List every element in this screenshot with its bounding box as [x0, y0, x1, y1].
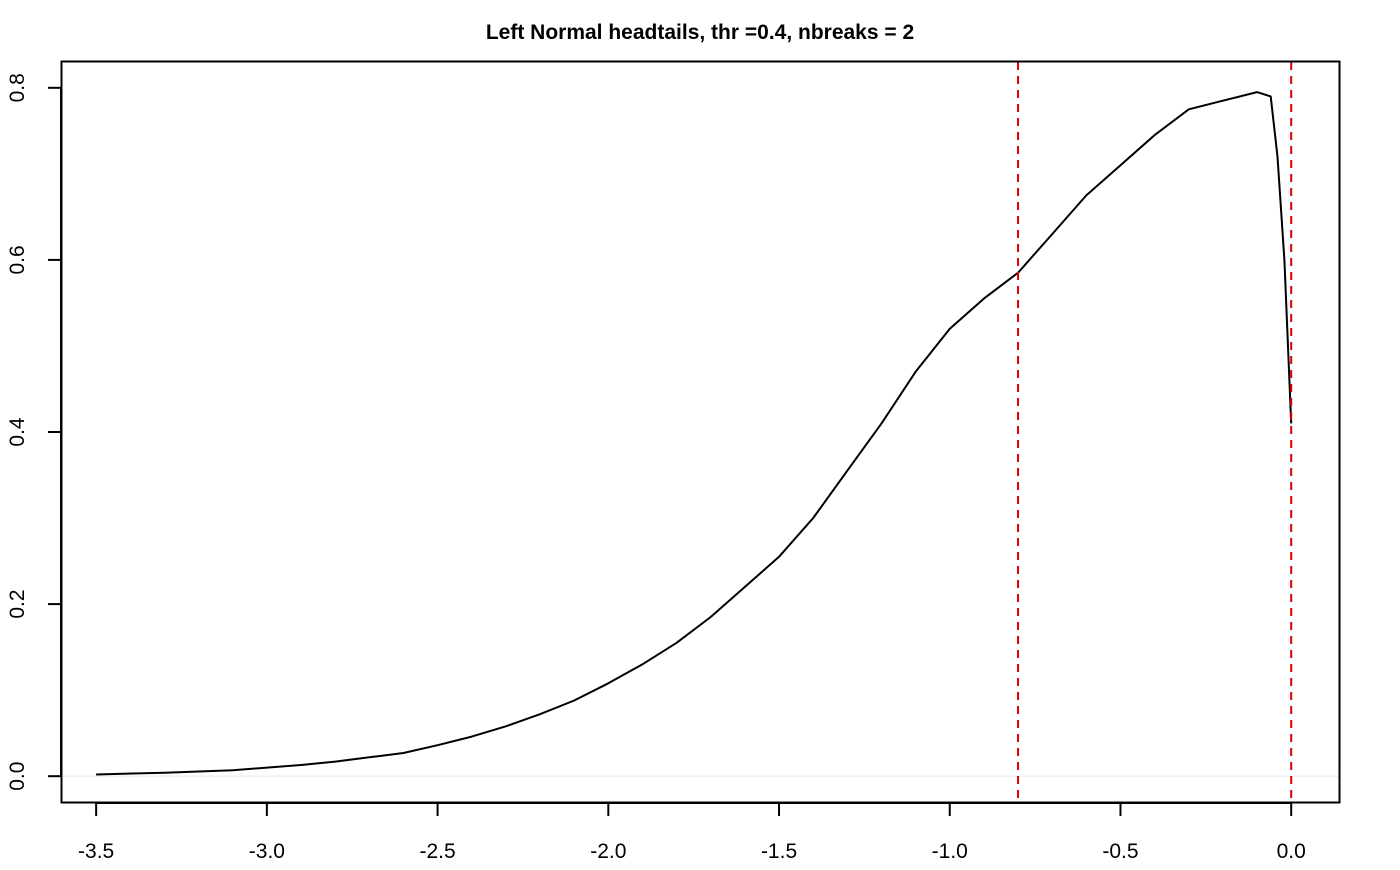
x-tick-label: -2.5	[419, 840, 455, 863]
plot-frame	[60, 60, 1341, 804]
y-tick-label: 0.0	[6, 762, 29, 791]
y-tick-label: 0.6	[6, 245, 29, 274]
x-axis: -3.5 -3.0 -2.5 -2.0 -1.5 -1.0 -0.5 0.0	[78, 802, 1306, 863]
y-tick-label: 0.4	[6, 417, 29, 447]
density-line-0	[96, 91, 1293, 776]
x-tick-label: 0.0	[1277, 840, 1306, 863]
x-tick-label: -0.5	[1102, 840, 1138, 863]
x-tick-label: -3.0	[249, 840, 285, 863]
plot-area	[62, 62, 1339, 802]
y-tick-label: 0.8	[6, 73, 29, 102]
x-tick-label: -3.5	[78, 840, 114, 863]
y-tick-label: 0.2	[6, 589, 29, 618]
y-axis: 0.0 0.2 0.4 0.6 0.8	[6, 73, 62, 791]
x-tick-label: -1.5	[761, 840, 797, 863]
x-tick-label: -1.0	[932, 840, 968, 863]
x-tick-label: -2.0	[590, 840, 626, 863]
chart-title: Left Normal headtails, thr =0.4, nbreaks…	[486, 21, 914, 44]
